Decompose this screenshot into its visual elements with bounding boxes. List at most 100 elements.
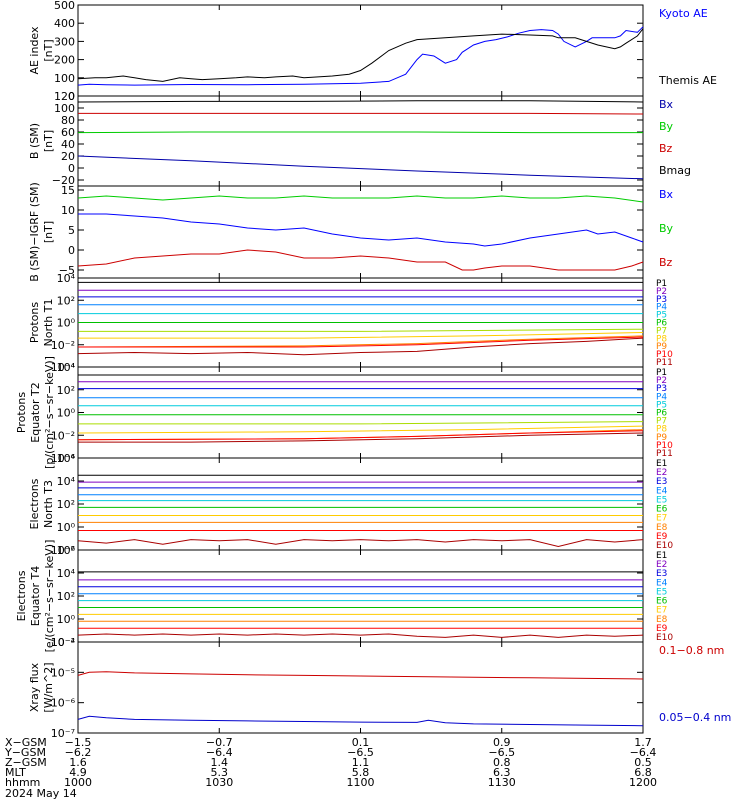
- y-tick-label: 10⁴: [57, 272, 76, 285]
- y-tick-label: 20: [61, 150, 75, 163]
- x-tick-label: 6.8: [634, 766, 652, 779]
- x-axis-row-label: Y−GSM: [4, 746, 46, 759]
- x-tick-label: −6.4: [630, 746, 657, 759]
- y-axis-label: Equator T4: [29, 566, 42, 626]
- y-tick-label: 40: [61, 138, 75, 151]
- panel-2-frame: [77, 95, 644, 187]
- legend-entry: Bz: [659, 142, 673, 155]
- x-tick-label: 4.9: [69, 766, 87, 779]
- y-axis-label: [e/(cm²−s−sr−keV)]: [43, 540, 56, 653]
- series-line: [77, 100, 644, 103]
- legend-entry: E5: [656, 495, 667, 505]
- legend-entry: E4: [656, 486, 668, 496]
- y-tick-label: 15: [61, 184, 75, 197]
- x-tick-label: 6.3: [493, 766, 511, 779]
- series-line: [77, 430, 644, 441]
- y-axis-label: Electrons: [28, 478, 41, 529]
- x-tick-label: 1.1: [352, 756, 370, 769]
- y-tick-label: −5: [59, 264, 75, 277]
- y-tick-label: 10⁻²: [51, 544, 75, 557]
- series-line: [77, 425, 644, 434]
- y-tick-label: 10²: [57, 294, 75, 307]
- y-axis-label: Equator T2: [29, 382, 42, 442]
- y-axis-label: AE index: [28, 26, 41, 75]
- x-tick-label: 1130: [488, 776, 516, 789]
- legend-entry: P6: [656, 319, 667, 329]
- y-tick-label: 200: [54, 54, 75, 67]
- legend-entry: P3: [656, 295, 667, 305]
- y-tick-label: 80: [61, 114, 75, 127]
- y-tick-label: 10⁻⁴: [51, 636, 76, 649]
- legend-entry: P2: [656, 376, 667, 386]
- y-axis-label: Protons: [28, 302, 41, 343]
- series-line: [78, 336, 644, 348]
- x-axis-row-label: Z−GSM: [5, 756, 47, 769]
- legend-entry: P1: [656, 368, 667, 378]
- x-tick-label: −1.5: [65, 736, 92, 749]
- legend-entry: E7: [656, 514, 667, 524]
- panel-1-frame: [77, 4, 644, 97]
- series-line: [78, 213, 644, 247]
- legend-entry: P8: [656, 334, 667, 344]
- x-tick-label: −6.5: [488, 746, 515, 759]
- y-axis-label: B (SM)−IGRF (SM): [28, 182, 41, 282]
- y-tick-label: 120: [54, 90, 75, 103]
- y-tick-label: 10⁶: [57, 452, 76, 465]
- series-line: [77, 26, 644, 86]
- x-tick-label: 1.6: [69, 756, 87, 769]
- legend-entry: P10: [656, 441, 673, 451]
- y-tick-label: −20: [52, 174, 75, 187]
- legend-entry: 0.05−0.4 nm: [659, 711, 731, 724]
- legend-entry: Themis AE: [658, 74, 717, 87]
- panel-5-frame: [77, 366, 644, 459]
- x-tick-label: 0.8: [493, 756, 511, 769]
- legend-entry: P2: [656, 287, 667, 297]
- series-line: [77, 671, 644, 680]
- legend-entry: P8: [656, 425, 667, 435]
- legend-entry: E2: [656, 468, 667, 478]
- y-tick-label: 10²: [57, 590, 75, 603]
- x-tick-label: 5.3: [211, 766, 229, 779]
- x-tick-label: −6.5: [347, 746, 374, 759]
- legend-entry: P11: [656, 449, 673, 459]
- legend-entry: P11: [656, 358, 673, 368]
- y-tick-label: 10⁻⁷: [51, 727, 75, 740]
- series-line: [78, 112, 644, 115]
- legend-entry: E8: [656, 615, 668, 625]
- legend-entry: P6: [656, 409, 667, 419]
- y-tick-label: 10⁴: [57, 567, 76, 580]
- legend-entry: E3: [656, 569, 667, 579]
- legend-entry: E6: [656, 505, 668, 515]
- legend-entry: P4: [656, 392, 667, 402]
- legend-entry: E10: [656, 541, 673, 551]
- y-tick-label: 10⁻²: [51, 429, 75, 442]
- series-line: [78, 421, 644, 425]
- y-tick-label: 10⁴: [57, 475, 76, 488]
- y-tick-label: 10⁻⁴: [51, 452, 76, 465]
- x-tick-label: −6.4: [206, 746, 233, 759]
- legend-entry: Kyoto AE: [659, 7, 708, 20]
- series-line: [77, 28, 644, 82]
- y-tick-label: 10⁻⁵: [51, 666, 75, 679]
- y-tick-label: 10⁻²: [51, 339, 75, 352]
- legend-entry: Bx: [659, 188, 674, 201]
- y-tick-label: 10: [61, 204, 75, 217]
- x-tick-label: −0.7: [206, 736, 233, 749]
- legend-entry: P4: [656, 303, 667, 313]
- y-tick-label: 0: [68, 90, 75, 103]
- legend-entry: Bz: [659, 256, 673, 269]
- legend-entry: P5: [656, 311, 667, 321]
- series-line: [78, 332, 644, 339]
- series-line: [77, 539, 644, 548]
- y-tick-label: 10⁻²: [51, 636, 75, 649]
- y-axis-label: Xray flux: [28, 662, 41, 712]
- legend-entry: By: [659, 120, 674, 133]
- y-tick-label: 500: [54, 0, 75, 12]
- y-tick-label: 10⁴: [57, 361, 76, 374]
- y-tick-label: 400: [54, 17, 75, 30]
- y-axis-label: North T3: [42, 480, 55, 528]
- series-line: [77, 715, 644, 727]
- y-axis-label: [nT]: [42, 221, 55, 243]
- y-tick-label: 10⁻⁶: [51, 697, 76, 710]
- legend-entry: P1: [656, 279, 667, 289]
